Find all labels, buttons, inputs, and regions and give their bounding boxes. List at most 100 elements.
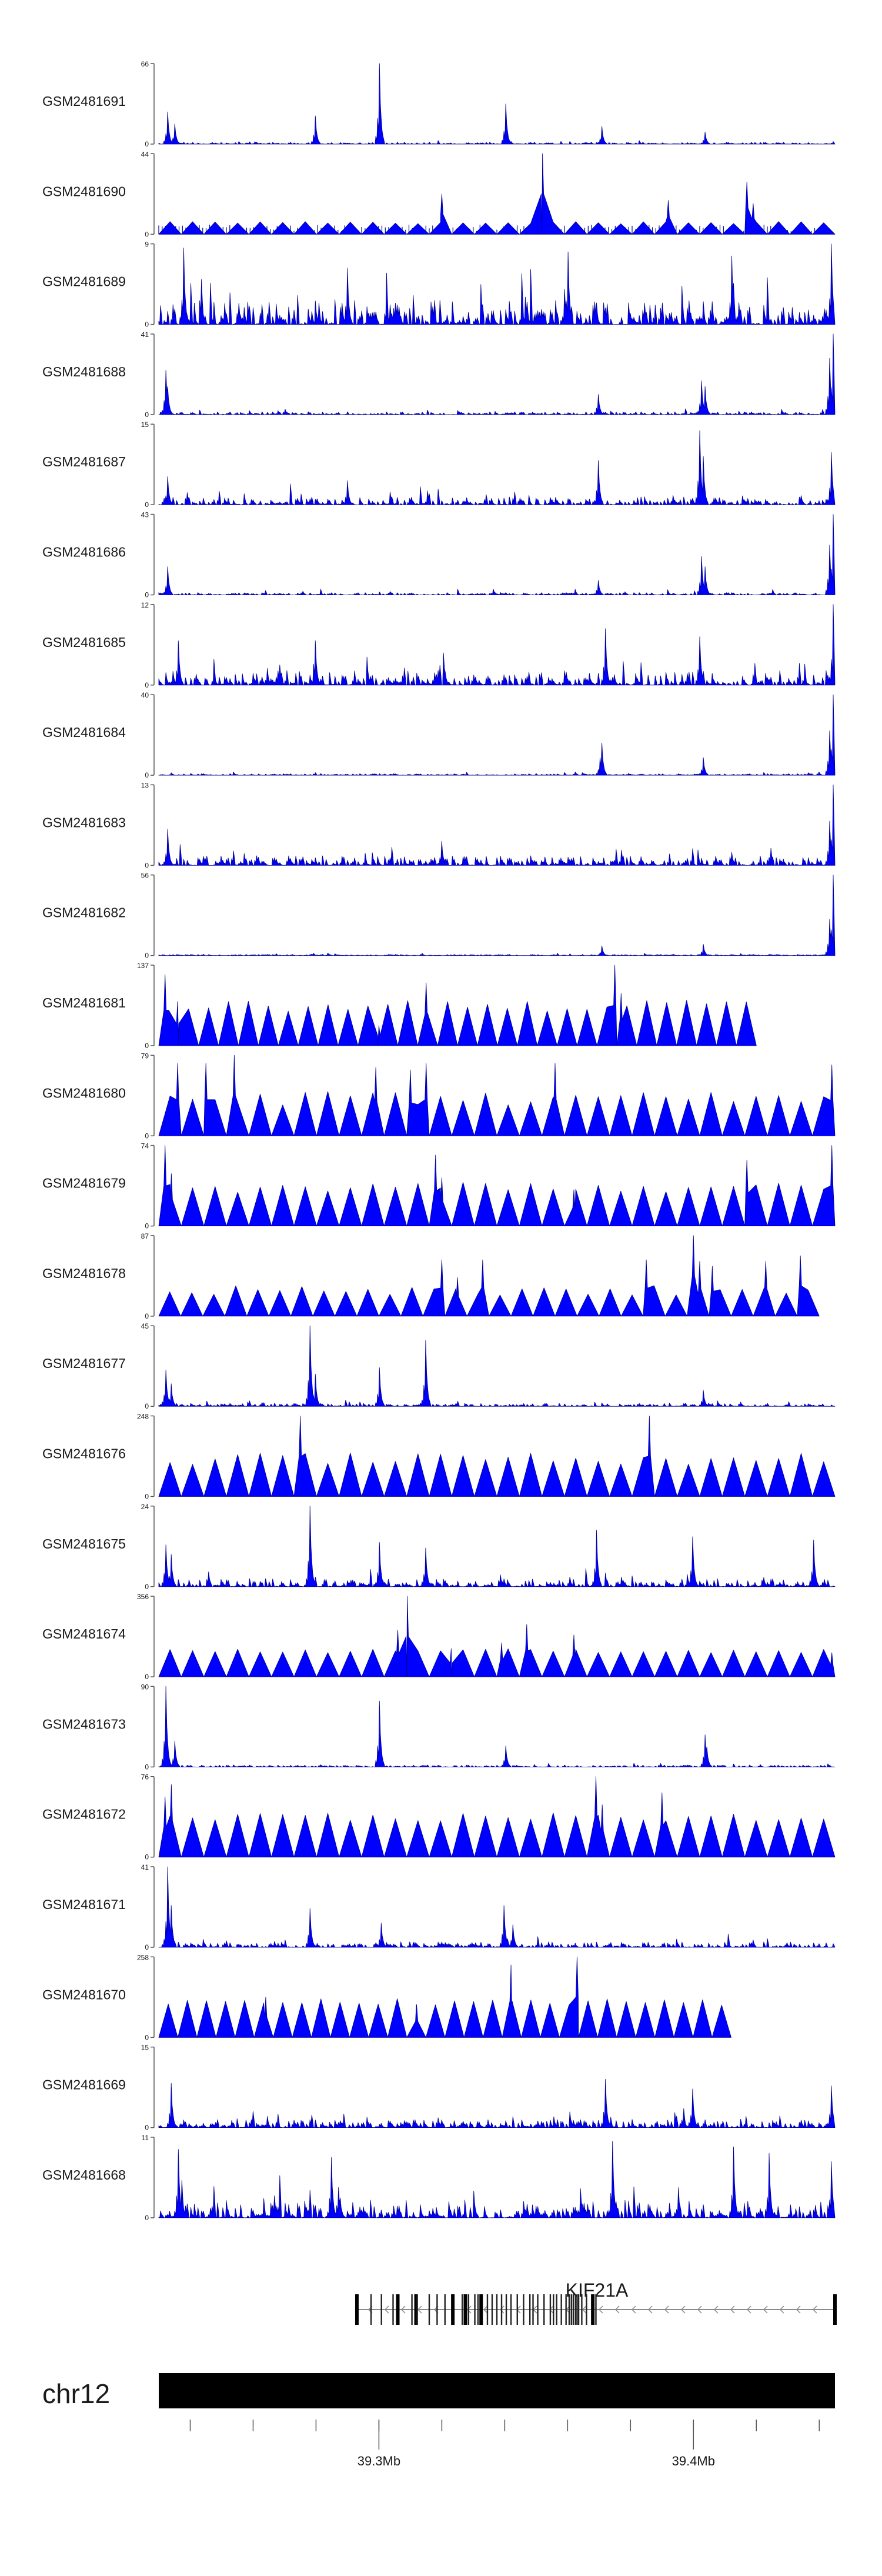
track-GSM2481685: GSM2481685 12 0 <box>42 601 836 689</box>
signal-tracks: GSM2481691660GSM2481690440GSM248168990GS… <box>42 60 836 2222</box>
y-axis-max-label: 87 <box>141 1232 149 1240</box>
gene-exon <box>463 2294 467 2325</box>
signal-area <box>158 430 836 505</box>
gene-exon <box>416 2294 418 2325</box>
gene-exon <box>486 2294 489 2325</box>
track-label: GSM2481690 <box>42 183 126 199</box>
signal-area <box>158 604 836 686</box>
signal-area <box>158 2141 836 2218</box>
track-GSM2481676: GSM2481676 248 0 <box>42 1413 836 1501</box>
y-axis-max-label: 15 <box>141 421 149 429</box>
y-axis-zero-label: 0 <box>145 2033 149 2041</box>
y-axis-zero-label: 0 <box>145 321 149 329</box>
y-axis-max-label: 56 <box>141 872 149 880</box>
strand-arrow <box>763 2305 768 2314</box>
strand-arrow <box>483 2305 488 2314</box>
gene-exon <box>436 2294 438 2325</box>
strand-arrow <box>746 2305 751 2314</box>
gene-exon <box>532 2294 534 2325</box>
strand-arrow <box>647 2305 653 2314</box>
y-axis-max-label: 15 <box>141 2044 149 2052</box>
gene-exon <box>496 2294 498 2325</box>
y-axis-max-label: 40 <box>141 691 149 699</box>
track-GSM2481682: GSM2481682 56 0 <box>42 872 836 960</box>
track-GSM2481680: GSM2481680 79 0 <box>42 1052 836 1140</box>
strand-arrow <box>812 2305 817 2314</box>
signal-area <box>158 333 836 415</box>
gene-exon <box>467 2294 470 2325</box>
track-label: GSM2481687 <box>42 454 126 469</box>
y-axis-max-label: 248 <box>137 1413 149 1421</box>
strand-arrow <box>796 2305 801 2314</box>
gene-exon <box>461 2294 463 2325</box>
strand-arrow <box>417 2305 422 2314</box>
gene-exon <box>570 2294 572 2325</box>
signal-area <box>158 1145 836 1226</box>
track-GSM2481686: GSM2481686 43 0 <box>42 511 836 599</box>
gene-exon <box>428 2294 430 2325</box>
gene-exon <box>491 2294 493 2325</box>
gene-exon <box>370 2294 372 2325</box>
track-label: GSM2481675 <box>42 1536 126 1551</box>
strand-arrow <box>664 2305 669 2314</box>
track-GSM2481678: GSM2481678 87 0 <box>42 1232 820 1320</box>
signal-area <box>158 1055 836 1136</box>
signal-area <box>158 1506 836 1587</box>
y-axis-zero-label: 0 <box>145 1943 149 1951</box>
gene-exon <box>591 2294 595 2325</box>
y-axis-max-label: 43 <box>141 511 149 519</box>
track-label: GSM2481671 <box>42 1897 126 1912</box>
track-label: GSM2481678 <box>42 1266 126 1281</box>
gene-exon <box>574 2294 576 2325</box>
gene-exon <box>553 2294 554 2325</box>
y-axis-zero-label: 0 <box>145 2124 149 2132</box>
y-axis-max-label: 79 <box>141 1052 149 1060</box>
gene-exon <box>505 2294 507 2325</box>
track-GSM2481683: GSM2481683 13 0 <box>42 781 836 869</box>
strand-arrow <box>680 2305 686 2314</box>
track-label: GSM2481674 <box>42 1626 126 1641</box>
track-GSM2481670: GSM2481670 258 0 <box>42 1953 731 2041</box>
y-axis-max-label: 41 <box>141 1863 149 1871</box>
track-GSM2481688: GSM2481688 41 0 <box>42 331 836 419</box>
track-GSM2481673: GSM2481673 90 0 <box>42 1683 836 1771</box>
gene-exon <box>543 2294 545 2325</box>
y-axis-zero-label: 0 <box>145 500 149 509</box>
gene-exon <box>411 2294 413 2325</box>
strand-arrow <box>779 2305 784 2314</box>
track-label: GSM2481672 <box>42 1807 126 1822</box>
gene-exon <box>586 2294 587 2325</box>
gene-exon <box>595 2294 597 2325</box>
gene-exon <box>510 2294 512 2325</box>
y-axis-max-label: 13 <box>141 781 149 789</box>
y-axis-max-label: 66 <box>141 60 149 68</box>
gene-exon <box>523 2294 524 2325</box>
track-label: GSM2481684 <box>42 725 126 740</box>
track-label: GSM2481669 <box>42 2077 126 2093</box>
strand-arrow <box>499 2305 505 2314</box>
strand-arrow <box>614 2305 620 2314</box>
gene-exon <box>568 2294 570 2325</box>
track-GSM2481687: GSM2481687 15 0 <box>42 421 836 509</box>
y-axis-max-label: 12 <box>141 601 149 609</box>
signal-area <box>158 243 836 325</box>
y-axis-max-label: 24 <box>141 1503 149 1511</box>
track-label: GSM2481686 <box>42 545 126 560</box>
strand-arrow <box>713 2305 719 2314</box>
gene-exon <box>537 2294 539 2325</box>
y-axis-max-label: 258 <box>137 1953 149 1961</box>
track-label: GSM2481668 <box>42 2167 126 2183</box>
track-GSM2481669: GSM2481669 15 0 <box>42 2044 836 2132</box>
track-label: GSM2481677 <box>42 1356 126 1371</box>
track-label: GSM2481688 <box>42 364 126 379</box>
x-axis-tick-label: 39.4Mb <box>672 2454 715 2468</box>
y-axis-zero-label: 0 <box>145 681 149 689</box>
gene-exon <box>560 2294 562 2325</box>
signal-area <box>158 1686 836 1767</box>
signal-area <box>158 1596 836 1677</box>
signal-area <box>158 63 836 145</box>
track-label: GSM2481679 <box>42 1176 126 1191</box>
signal-area <box>158 1776 836 1858</box>
y-axis-zero-label: 0 <box>145 1583 149 1591</box>
y-axis-max-label: 137 <box>137 962 149 970</box>
